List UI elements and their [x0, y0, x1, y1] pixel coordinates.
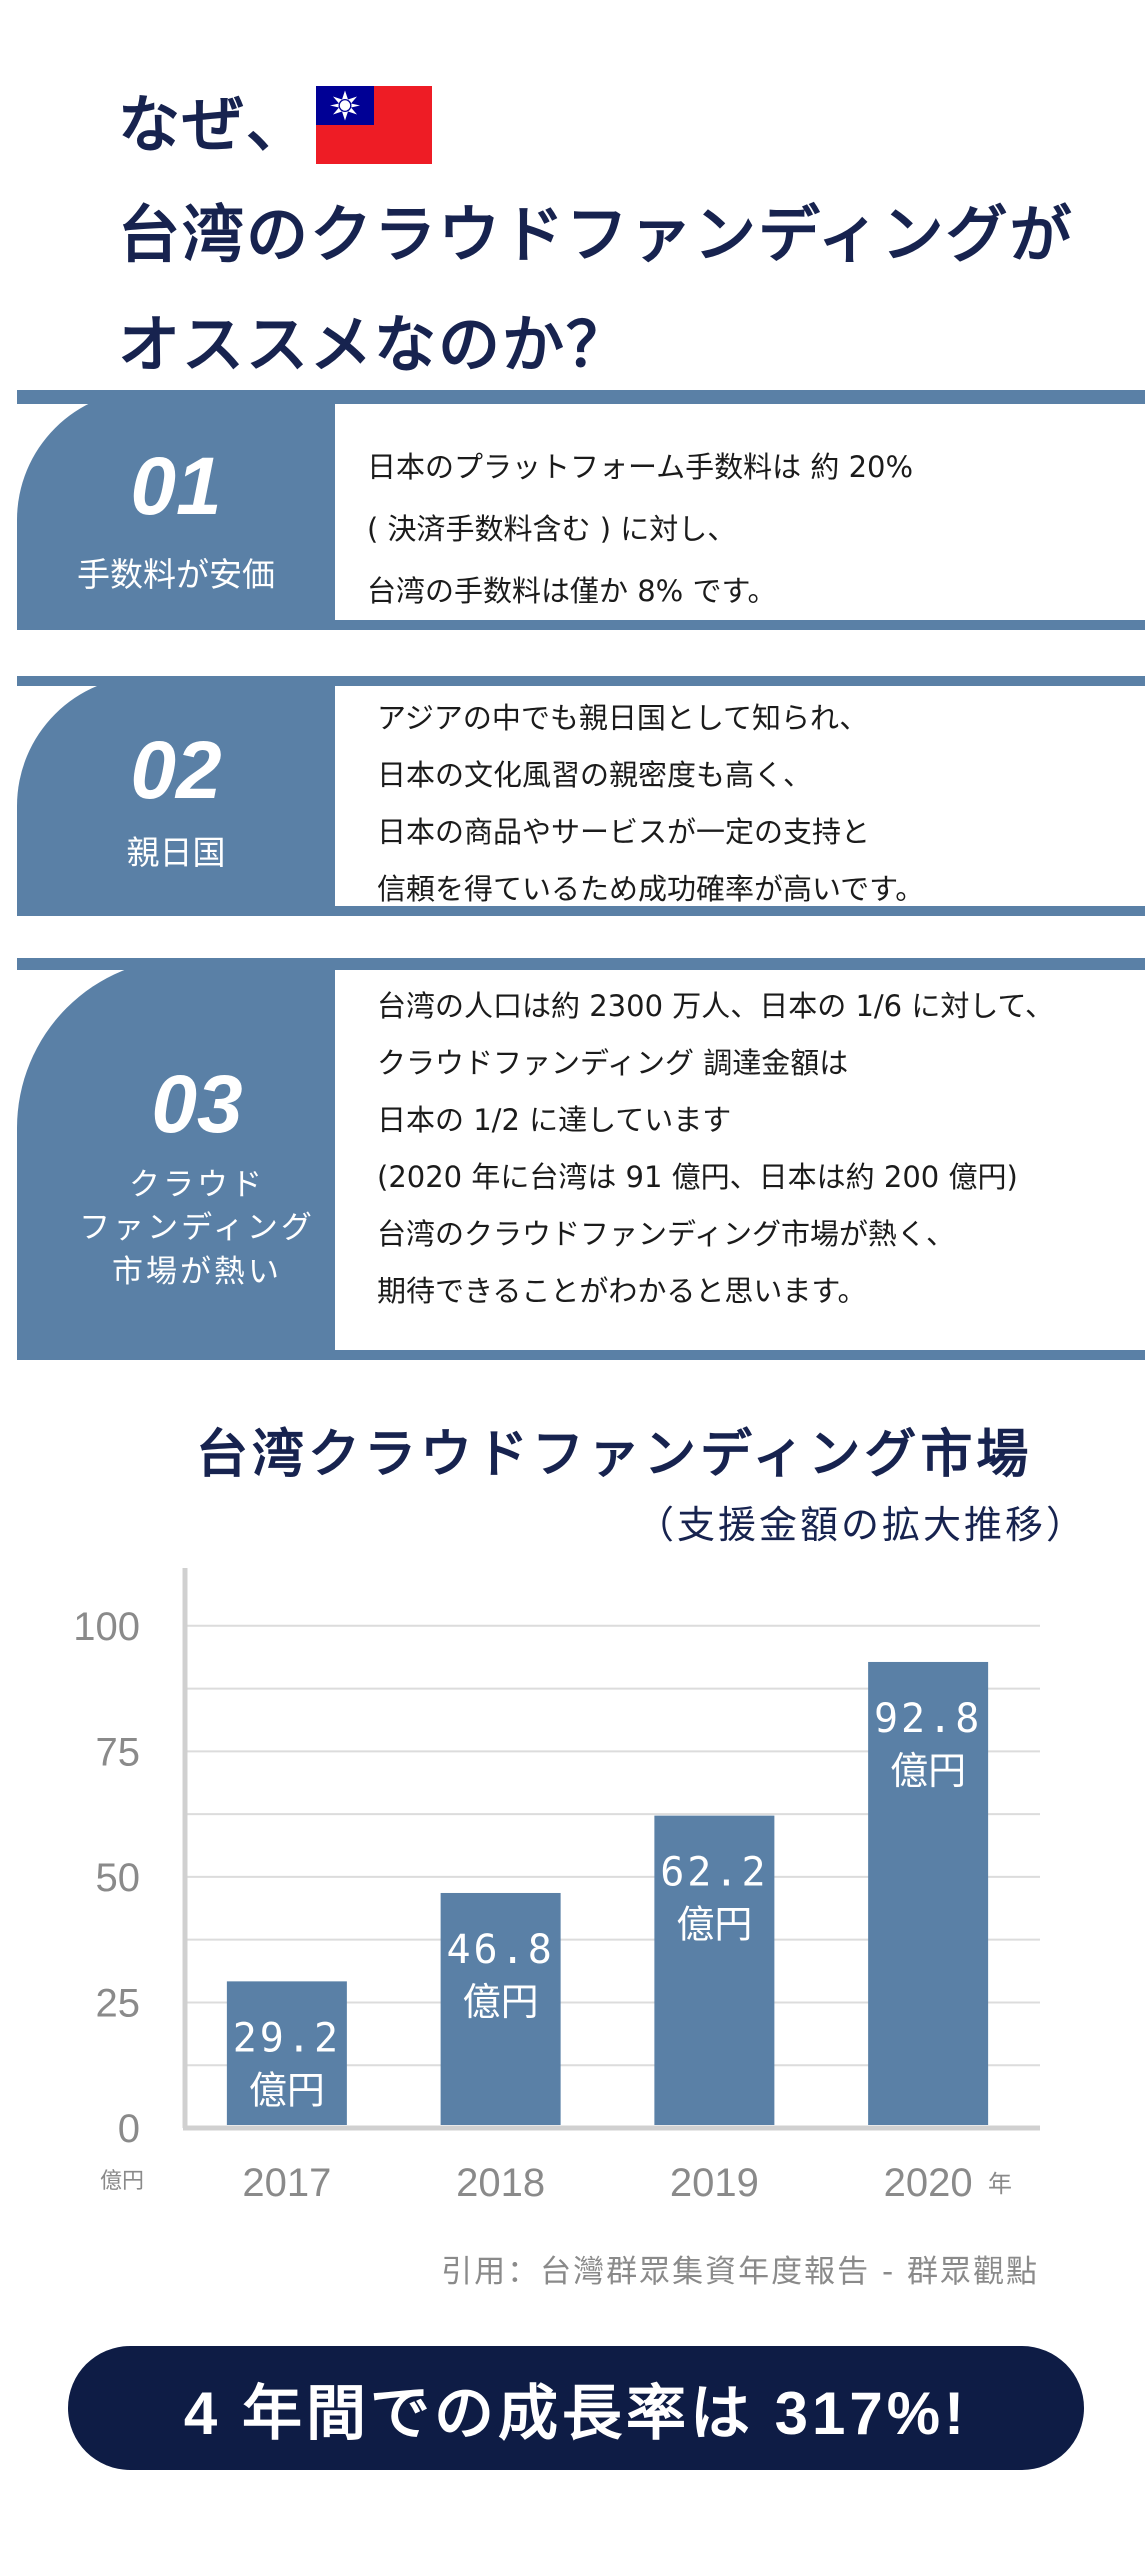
- heading-line-1: なぜ、: [118, 88, 311, 161]
- x-tick-label: 2020: [884, 2161, 973, 2205]
- reason-text: アジアの中でも親日国として知られ、 日本の文化風習の親密度も高く、 日本の商品や…: [377, 701, 925, 906]
- y-tick-label: 50: [96, 1856, 141, 1900]
- reason-card-1: 01 手数料が安価 日本のプラットフォーム手数料は 約 20% ( 決済手数料含…: [17, 390, 1145, 630]
- reason-card-3: 03 クラウド ファンディング 市場が熱い 台湾の人口は約 2300 万人、日本…: [17, 958, 1145, 1360]
- heading-line-3: オススメなのか？: [118, 308, 631, 381]
- reason-label: 親日国: [126, 833, 226, 872]
- taiwan-flag-icon: [316, 86, 433, 164]
- bar-unit-label: 億円: [463, 1980, 539, 2024]
- x-axis-unit: 年: [988, 2170, 1012, 2198]
- bar-value-label: 92.8: [874, 1696, 982, 1742]
- growth-rate-banner: 4 年間での成長率は 317%!: [68, 2346, 1084, 2470]
- x-tick-label: 2017: [242, 2161, 331, 2205]
- chart-subtitle: （支援金額の拡大推移）: [635, 1503, 1087, 1547]
- reason-text: 台湾の人口は約 2300 万人、日本の 1/6 に対して、 クラウドファンディン…: [377, 989, 1055, 1308]
- growth-rate-text: 4 年間での成長率は 317%!: [183, 2379, 969, 2447]
- bar-2019: [654, 1815, 775, 2125]
- bar-value-label: 29.2: [233, 2015, 341, 2061]
- bar-unit-label: 億円: [249, 2068, 325, 2112]
- heading-line-2: 台湾のクラウドファンディングが: [118, 198, 1074, 271]
- x-tick-label: 2018: [456, 2161, 545, 2205]
- reason-number: 01: [130, 441, 222, 532]
- bar-value-label: 46.8: [446, 1927, 554, 1973]
- bar-unit-label: 億円: [676, 1903, 752, 1947]
- bar-2017: [226, 1981, 347, 2125]
- source-citation: 引用：台灣群眾集資年度報告 - 群眾觀點: [441, 2254, 1039, 2290]
- reason-text: 日本のプラットフォーム手数料は 約 20% ( 決済手数料含む ) に対し、 台…: [367, 450, 914, 608]
- bar-value-label: 62.2: [660, 1850, 768, 1896]
- x-tick-label: 2019: [670, 2161, 759, 2205]
- y-axis-unit: 億円: [100, 2169, 144, 2194]
- reason-label: クラウド ファンディング 市場が熱い: [79, 1167, 315, 1290]
- reason-card-2: 02 親日国 アジアの中でも親日国として知られ、 日本の文化風習の親密度も高く、…: [17, 676, 1145, 916]
- bar-unit-label: 億円: [890, 1749, 966, 1793]
- page-heading: なぜ、 台湾のクラウドファンディングが オススメなのか？: [118, 70, 1118, 400]
- bar-2018: [440, 1892, 561, 2125]
- bar-chart: 0 25 50 75 100 億円 29.2 億円 2017 46.8 億円 2018 62.2 億円 20…: [73, 1568, 1040, 2205]
- y-tick-label: 25: [96, 1981, 141, 2025]
- reason-label: 手数料が安価: [77, 555, 275, 594]
- y-tick-label: 100: [73, 1605, 140, 1649]
- reason-number: 02: [130, 725, 222, 816]
- y-tick-label: 75: [96, 1730, 141, 1774]
- bar-2020: [868, 1661, 989, 2125]
- y-tick-label: 0: [118, 2107, 140, 2151]
- chart-title: 台湾クラウドファンディング市場: [196, 1425, 1033, 1485]
- reason-number: 03: [151, 1059, 243, 1150]
